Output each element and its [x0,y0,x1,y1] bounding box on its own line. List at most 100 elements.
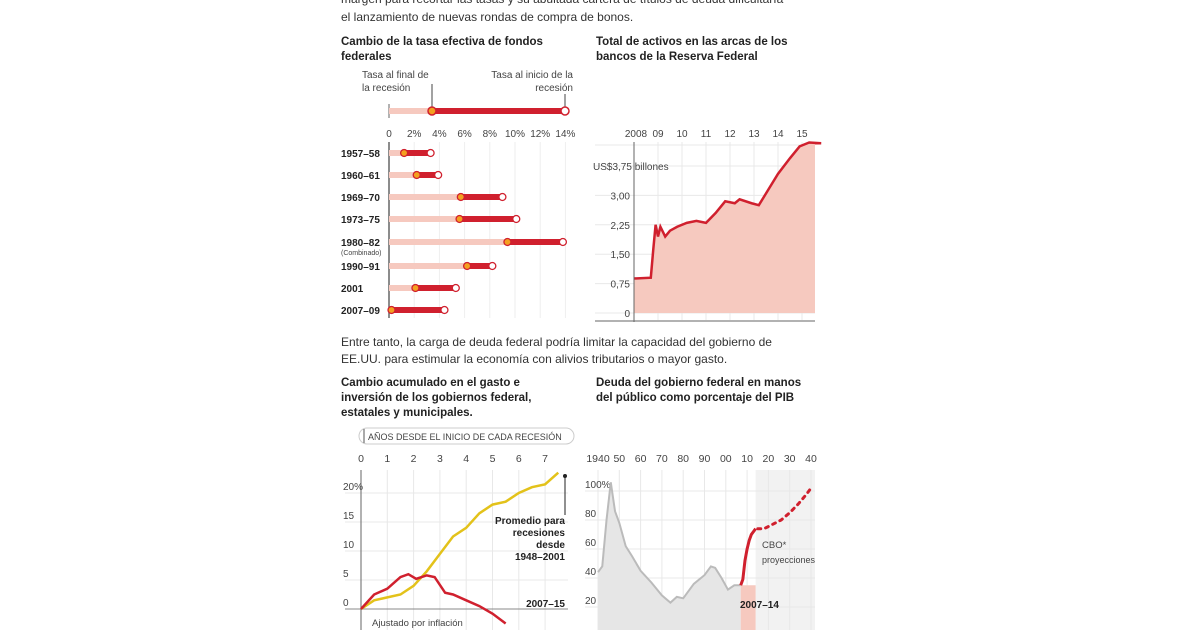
y-tick-label: 3,00 [611,191,631,202]
chart1-title: Cambio de la tasa efectiva de fondos fed… [341,36,543,63]
middle-text-line2: EE.UU. para estimular la economía con al… [341,352,728,366]
x-tick-label: 0 [358,453,364,465]
row-label: 2001 [341,284,364,295]
x-tick-label: 15 [796,129,808,140]
projection-label-2: proyecciones [762,555,816,565]
middle-text-line1: Entre tanto, la carga de deuda federal p… [341,335,772,349]
row-label: 1990–91 [341,262,380,273]
x-tick-label: 1940 [586,453,610,465]
bar-red [507,239,563,245]
historical-area [598,482,741,630]
end-rate-dot [455,214,464,224]
end-rate-dot [411,283,420,293]
projection-label-1: CBO* [762,540,787,551]
area-fill [634,142,822,313]
x-tick-label: 4 [463,453,469,465]
recent-label: 2007–14 [740,600,779,611]
x-tick-label: 40 [805,453,817,465]
bar-pink [389,216,460,222]
x-tick-label: 30 [784,453,796,465]
chart3-title: Cambio acumulado en el gasto e inversión… [341,377,532,419]
bar-pink [389,239,508,245]
y-tick-label: 2,25 [611,221,631,232]
chart2-title: Total de activos en las arcas de los ban… [596,36,788,63]
legend-start-label: Tasa al inicio de la [491,70,573,81]
row-label: 1960–61 [341,171,380,182]
average-label: recesiones [513,528,566,539]
bar-pink [389,285,416,291]
row-label: 1980–82 [341,238,380,249]
end-rate-dot [503,237,512,247]
y-tick-label: 10 [343,540,355,551]
start-rate-dot [558,237,568,247]
legend-start-label-2: recesión [535,83,573,94]
intro-text-line1: margen para recortar las tasas y su abul… [341,0,783,8]
end-rate-dot [399,148,409,158]
x-tick-label: 5 [490,453,496,465]
x-tick-label: 50 [613,453,625,465]
start-rate-dot [426,148,435,158]
bar-pink [389,150,405,156]
row-label: 1969–70 [341,193,380,204]
legend-end-dot [427,106,437,116]
bar-pink [389,263,468,269]
series-average-line [360,471,560,611]
assets-line [633,141,822,280]
y-tick-label: 15 [343,511,355,522]
recent-shade [740,585,756,630]
row-label: 1973–75 [341,215,380,226]
x-tick-label: 6 [516,453,522,465]
y-tick-label: 5 [343,569,349,580]
inflation-note: Ajustado por inflación [372,618,463,629]
y-tick-label: 0 [624,309,630,320]
bar-red [404,150,431,156]
bar-pink [389,194,461,200]
x-tick-label: 2% [407,129,422,140]
bar-red [467,263,493,269]
x-tick-label: 7 [542,453,548,465]
xlabel-box [358,427,575,445]
start-rate-dot [433,170,443,180]
y-tick-label: US$3,75 billones [593,162,669,173]
y-tick-label: 0,75 [611,280,631,291]
x-tick-label: 60 [635,453,647,465]
legend-start-dot [560,106,570,116]
x-tick-label: 20 [763,453,775,465]
y-tick-label: 20% [343,482,363,493]
start-rate-dot [488,261,497,271]
x-tick-label: 12% [530,129,550,140]
legend-red-bar [432,108,565,114]
y-tick-label: 20 [585,596,597,607]
x-tick-label: 90 [699,453,711,465]
bar-red [459,216,517,222]
x-tick-label: 14 [772,129,784,140]
bar-pink [389,172,417,178]
x-tick-label: 2008 [625,129,648,140]
series-2007-15-label: 2007–15 [526,599,565,610]
y-tick-label: 1,50 [611,250,631,261]
average-label: desde [536,540,565,551]
x-axis-label: AÑOS DESDE EL INICIO DE CADA RECESIÓN [368,432,562,442]
x-tick-label: 70 [656,453,668,465]
bar-red [416,172,439,178]
row-sublabel: (Combinado) [341,250,381,257]
end-rate-dot [456,192,465,202]
x-tick-label: 13 [748,129,760,140]
x-tick-label: 10 [741,453,753,465]
row-label: 2007–09 [341,306,380,317]
x-tick-label: 8% [483,129,498,140]
intro-text-line2: el lanzamiento de nuevas rondas de compr… [341,10,634,24]
recent-line [739,527,757,586]
x-tick-label: 1 [384,453,390,465]
average-label: 1948–2001 [515,552,565,563]
historical-line [597,482,741,604]
chart4-title: Deuda del gobierno federal en manos del … [596,377,802,404]
x-tick-label: 10 [676,129,688,140]
y-tick-label: 40 [585,567,597,578]
start-rate-dot [512,214,521,224]
x-tick-label: 80 [677,453,689,465]
x-tick-label: 11 [701,129,712,140]
x-tick-label: 4% [432,129,447,140]
x-tick-label: 6% [457,129,472,140]
